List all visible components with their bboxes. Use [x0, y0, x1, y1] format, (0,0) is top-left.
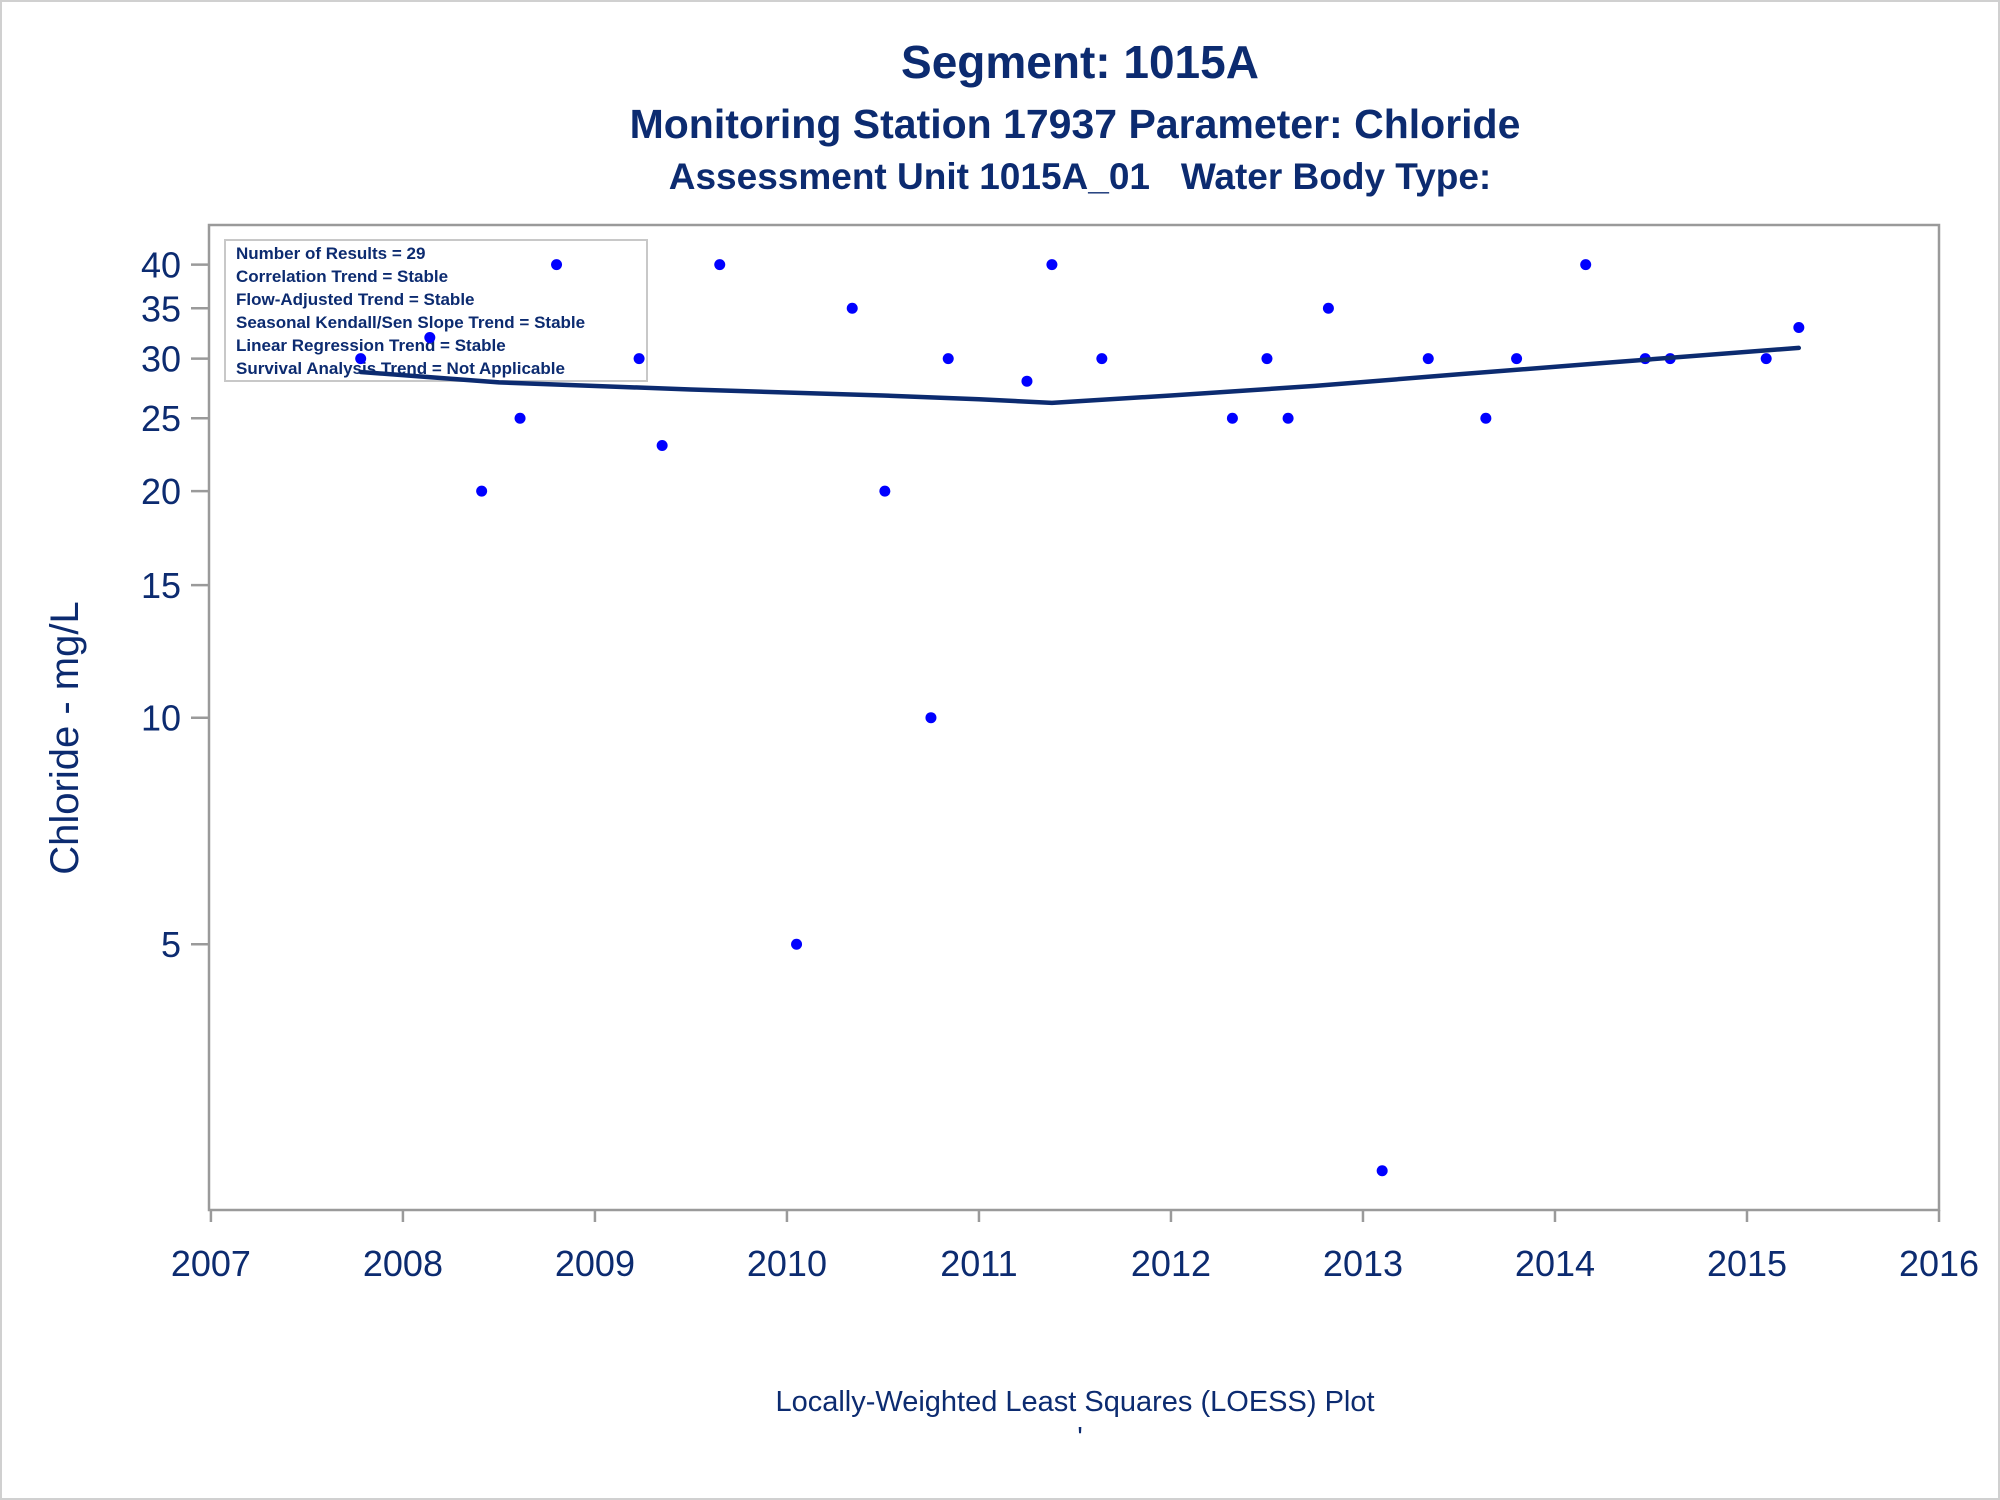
- x-tick-label: 2008: [363, 1243, 443, 1284]
- y-tick-label: 5: [161, 924, 181, 965]
- data-point: [1580, 259, 1592, 271]
- chart-footnote-2: ': [1077, 1422, 1083, 1454]
- stats-line: Seasonal Kendall/Sen Slope Trend = Stabl…: [236, 313, 585, 332]
- data-point: [551, 259, 563, 271]
- x-tick-label: 2015: [1707, 1243, 1787, 1284]
- stats-line: Flow-Adjusted Trend = Stable: [236, 290, 475, 309]
- stats-line: Number of Results = 29: [236, 244, 425, 263]
- data-point: [1226, 412, 1238, 424]
- data-point: [1376, 1165, 1388, 1177]
- y-tick-label: 15: [141, 565, 181, 606]
- y-tick-label: 25: [141, 398, 181, 439]
- chart-marks: [355, 259, 1805, 1177]
- data-point: [1793, 322, 1805, 334]
- y-axis-label: Chloride - mg/L: [43, 601, 87, 874]
- data-point: [476, 485, 488, 497]
- data-point: [879, 485, 891, 497]
- data-point: [1046, 259, 1058, 271]
- stats-line: Survival Analysis Trend = Not Applicable: [236, 359, 565, 378]
- data-point: [942, 353, 954, 365]
- data-point: [846, 302, 858, 314]
- loess-line: [358, 345, 1802, 406]
- data-point: [1282, 412, 1294, 424]
- x-tick-label: 2014: [1515, 1243, 1595, 1284]
- data-point: [633, 353, 645, 365]
- data-point: [1322, 302, 1334, 314]
- data-point: [714, 259, 726, 271]
- stats-line: Correlation Trend = Stable: [236, 267, 448, 286]
- data-point: [514, 412, 526, 424]
- data-point: [1261, 353, 1273, 365]
- x-tick-label: 2007: [171, 1243, 251, 1284]
- x-tick-label: 2013: [1323, 1243, 1403, 1284]
- chart-title: Segment: 1015A: [901, 36, 1259, 88]
- x-tick-label: 2016: [1899, 1243, 1979, 1284]
- stats-line: Linear Regression Trend = Stable: [236, 336, 506, 355]
- data-point: [424, 332, 436, 344]
- x-tick-label: 2012: [1131, 1243, 1211, 1284]
- stats-box: Number of Results = 29 Correlation Trend…: [224, 239, 648, 382]
- data-point: [1511, 353, 1523, 365]
- data-point: [656, 439, 668, 451]
- chart-subtitle-2: Assessment Unit 1015A_01 Water Body Type…: [669, 156, 1492, 197]
- data-point: [1480, 412, 1492, 424]
- data-point: [925, 712, 937, 724]
- data-point: [1096, 353, 1108, 365]
- y-tick-label: 35: [141, 288, 181, 329]
- x-tick-label: 2011: [940, 1243, 1017, 1284]
- data-point: [1021, 375, 1033, 387]
- chart-footnote: Locally-Weighted Least Squares (LOESS) P…: [775, 1386, 1374, 1418]
- chart-subtitle: Monitoring Station 17937 Parameter: Chlo…: [630, 101, 1521, 147]
- data-point: [355, 353, 367, 365]
- y-tick-label: 20: [141, 471, 181, 512]
- y-tick-label: 10: [141, 698, 181, 739]
- data-point: [791, 938, 803, 950]
- data-point: [1422, 353, 1434, 365]
- y-tick-label: 40: [141, 245, 181, 286]
- data-point: [1760, 353, 1772, 365]
- stats-box-border: [224, 239, 648, 382]
- x-axis: 2007 2008 2009 2010 2011 2012 2013 2014 2015 2016: [171, 1210, 1979, 1284]
- y-tick-label: 30: [141, 339, 181, 380]
- x-tick-label: 2009: [555, 1243, 635, 1284]
- x-tick-label: 2010: [747, 1243, 827, 1284]
